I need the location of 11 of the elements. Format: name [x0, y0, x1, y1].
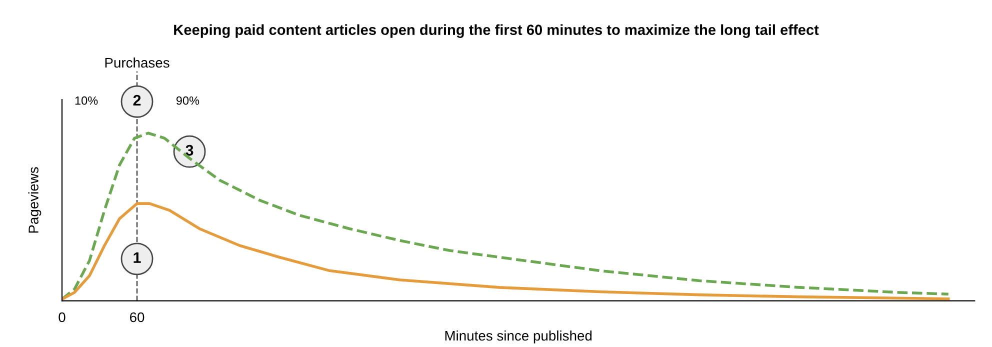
text: 2 [133, 94, 141, 106]
text: 90% [176, 96, 200, 105]
chart-title: Keeping paid content articles open during the first 60 minutes to maximize the long tail effect [174, 24, 819, 38]
x-tick-label: 0 [58, 312, 66, 322]
x-axis-title: Minutes since published [445, 330, 592, 344]
y-axis-title: Pageviews [28, 167, 42, 233]
ref-line-label: Purchases [105, 57, 170, 68]
annotation: 3 [186, 144, 194, 156]
annotation: 1 [134, 252, 141, 263]
x-tick-label: 60 [130, 312, 144, 322]
text: 10% [75, 96, 98, 105]
